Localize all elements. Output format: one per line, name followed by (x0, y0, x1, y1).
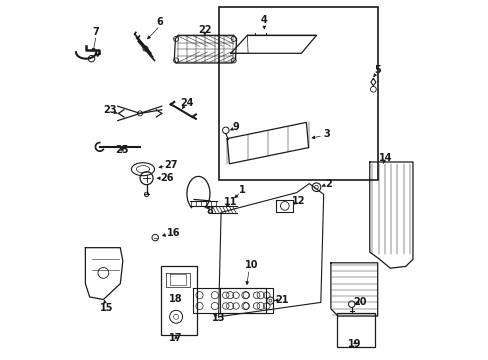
Text: 25: 25 (115, 145, 128, 156)
Text: 6: 6 (156, 17, 163, 27)
Text: 17: 17 (169, 333, 183, 343)
Text: 27: 27 (164, 160, 178, 170)
Text: 11: 11 (224, 197, 237, 207)
Text: 4: 4 (261, 15, 267, 25)
Text: 10: 10 (244, 260, 258, 270)
Text: 14: 14 (378, 153, 391, 163)
Text: 12: 12 (291, 196, 305, 206)
Bar (161, 266, 197, 335)
Text: 16: 16 (166, 228, 180, 238)
Text: 20: 20 (353, 297, 366, 307)
Text: 3: 3 (323, 129, 329, 139)
Text: 9: 9 (232, 122, 238, 132)
Bar (219, 7, 377, 180)
Text: 5: 5 (373, 65, 380, 75)
Text: 13: 13 (211, 312, 224, 323)
Text: 23: 23 (103, 105, 116, 115)
Bar (336, 313, 374, 347)
Text: 26: 26 (161, 173, 174, 183)
Text: 15: 15 (100, 303, 114, 313)
Text: 8: 8 (206, 206, 213, 216)
Text: 2: 2 (325, 179, 332, 189)
Text: 19: 19 (347, 339, 361, 349)
Text: 21: 21 (275, 295, 288, 305)
Text: 1: 1 (239, 185, 245, 195)
Text: 24: 24 (180, 98, 193, 108)
Text: 22: 22 (198, 24, 211, 35)
Text: 18: 18 (169, 294, 183, 304)
Text: 7: 7 (93, 27, 100, 37)
